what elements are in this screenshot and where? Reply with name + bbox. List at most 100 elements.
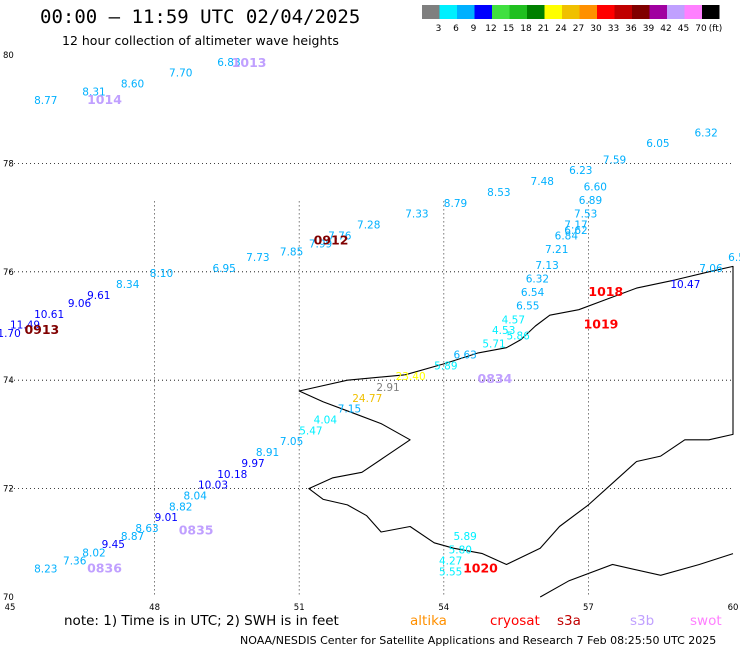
swh-value-label: 9.45 [102, 539, 125, 551]
colorbar-tick-label: 42 [660, 24, 671, 34]
satellite-legend-cryosat: cryosat [490, 613, 540, 629]
swh-value-label: 7.73 [246, 252, 269, 264]
satellite-legend-s3b: s3b [630, 613, 654, 629]
pass-id-label: 1020 [463, 561, 498, 576]
swh-value-label: 6.05 [646, 138, 669, 150]
colorbar-swatch [597, 5, 615, 19]
colorbar-swatch [667, 5, 685, 19]
colorbar-swatch [632, 5, 650, 19]
satellite-legend: jason3altikacryosats3as3bswot [410, 613, 722, 629]
swh-value-label: 7.99 [309, 238, 332, 250]
swh-value-label: 8.60 [121, 79, 144, 91]
swh-value-label: 9.06 [68, 298, 92, 310]
swh-value-label: 6.84 [555, 230, 579, 242]
pass-id-label: 0913 [24, 322, 59, 337]
colorbar-tick-label: 18 [520, 24, 532, 34]
wave-height-map: 70 72 74 76 78 80 45 48 51 54 57 60 6.83 7.70 8.60 8.31… [0, 51, 740, 613]
colorbar-tick-label: 12 [485, 24, 496, 34]
colorbar-legend: 3 6 9 12 15 18 21 24 27 30 33 36 39 42 45 70 (ft) [422, 5, 723, 34]
colorbar-swatch [492, 5, 510, 19]
pass-id-label: 1018 [588, 284, 623, 299]
map-frame [10, 55, 733, 597]
swh-value-label: 7.33 [405, 209, 428, 221]
colorbar-swatch [579, 5, 597, 19]
colorbar-swatch [457, 5, 475, 19]
colorbar-tick-label: 39 [643, 24, 655, 34]
colorbar-tick-label: 45 [678, 24, 689, 34]
swh-value-label: 8.23 [34, 564, 57, 576]
lon-tick-label: 54 [438, 603, 449, 613]
swh-value-label: 4.27 [439, 555, 462, 567]
swh-value-label: 6.55 [516, 301, 539, 313]
swh-value-label: 5.55 [439, 566, 462, 578]
swh-value-label: 8.31 [82, 87, 105, 99]
page-subtitle: 12 hour collection of altimeter wave hei… [62, 33, 339, 48]
swh-value-label: 7.53 [574, 209, 597, 221]
pass-id-label: 0912 [314, 233, 349, 248]
swh-value-label: 8.77 [34, 95, 57, 107]
lat-tick-label: 76 [3, 268, 14, 278]
swh-value-label: 9.97 [241, 458, 264, 470]
swh-value-label: 6.54 [521, 287, 545, 299]
satellite-legend-swot: swot [690, 613, 722, 629]
colorbar-swatch [439, 5, 457, 19]
lon-tick-label: 45 [5, 603, 16, 613]
colorbar-swatch [544, 5, 562, 19]
pass-id-label: 0834 [478, 371, 513, 386]
swh-value-label: 6.32 [526, 274, 549, 286]
colorbar-swatch [474, 5, 492, 19]
swh-value-label: 11.49 [10, 320, 40, 332]
mainland-coastline [539, 553, 734, 598]
colorbar-tick-label: 70 [695, 24, 707, 34]
swh-value-label: 7.48 [531, 176, 554, 188]
colorbar-tick-label: 9 [471, 24, 477, 34]
lat-tick-label: 78 [3, 159, 14, 169]
lat-tick-label: 70 [3, 593, 14, 603]
colorbar-swatch [422, 5, 440, 19]
colorbar-tick-label: 36 [625, 24, 637, 34]
coastline [298, 265, 734, 566]
swh-value-label: 7.15 [338, 404, 361, 416]
colorbar-unit: (ft) [709, 24, 723, 34]
swh-value-label: 24.77 [352, 393, 382, 405]
swh-value-label: 6.62 [564, 225, 587, 237]
colorbar-swatch [649, 5, 667, 19]
satellite-legend-altika: altika [410, 613, 447, 629]
colorbar-tick-label: 33 [608, 24, 619, 34]
swh-value-label: 10.61 [34, 309, 64, 321]
swh-value-label: 10.03 [198, 480, 228, 492]
swh-value-label: 5.86 [506, 331, 530, 343]
colorbar-tick-label: 6 [453, 24, 459, 34]
swh-value-label: 8.87 [121, 531, 144, 543]
lon-tick-label: 48 [149, 603, 160, 613]
lon-tick-label: 51 [294, 603, 305, 613]
pass-id-label: 1019 [584, 317, 619, 332]
colorbar-tick-label: 3 [436, 24, 442, 34]
swh-value-label: 4.57 [502, 314, 525, 326]
colorbar-swatch [614, 5, 632, 19]
pass-id-label: 1014 [87, 92, 122, 107]
colorbar-swatch [702, 5, 720, 19]
swh-value-label: 6.60 [584, 182, 607, 194]
swh-value-label: 5.71 [482, 339, 505, 351]
swh-value-label: 6.32 [694, 127, 717, 139]
swh-value-label: 4.53 [492, 325, 515, 337]
swh-value-label: 5.89 [453, 531, 476, 543]
swh-value-label: 10.47 [670, 279, 700, 291]
swh-value-label: 6.83 [217, 57, 240, 69]
footer-credit: NOAA/NESDIS Center for Satellite Applica… [240, 634, 717, 647]
swh-value-label: 10.18 [217, 469, 247, 481]
swh-value-label: 8.10 [150, 268, 173, 280]
colorbar-swatch [527, 5, 545, 19]
swh-value-label: 7.59 [603, 154, 626, 166]
colorbar-tick-label: 27 [573, 24, 584, 34]
swh-value-label: 7.76 [328, 230, 352, 242]
swh-value-label: 6.52 [728, 252, 740, 264]
swh-value-label: 23.40 [396, 371, 426, 383]
pass-id-label: 1013 [232, 55, 267, 70]
swh-value-label: 8.53 [487, 187, 510, 199]
colorbar-tick-label: 30 [590, 24, 602, 34]
swh-value-label: 4.04 [314, 415, 338, 427]
swh-value-label: 6.23 [569, 165, 592, 177]
colorbar-swatch [509, 5, 527, 19]
